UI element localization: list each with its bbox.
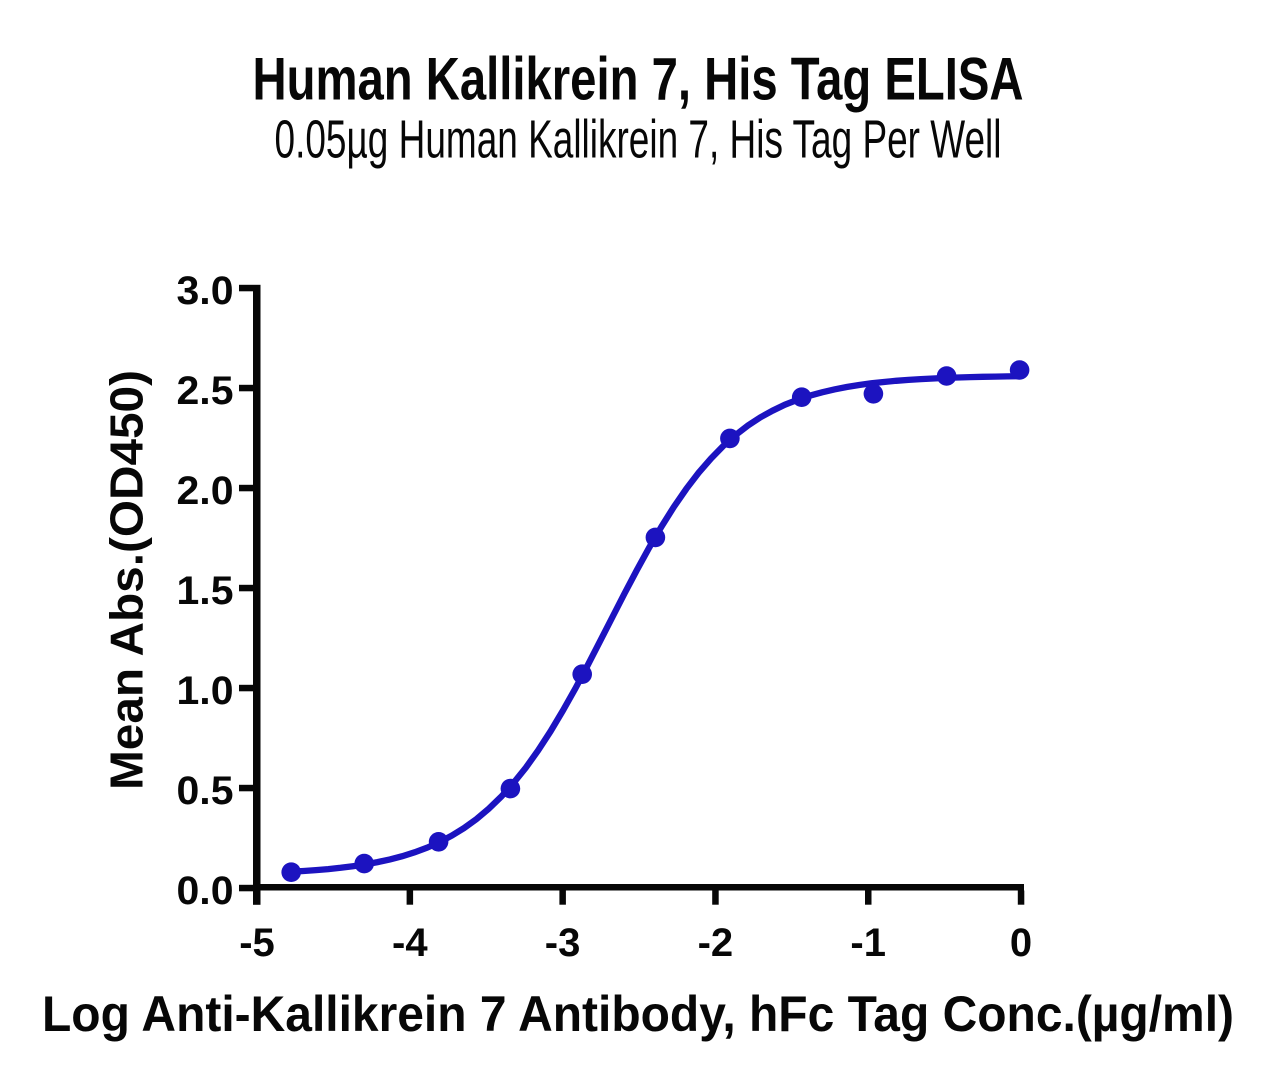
svg-text:Human Kallikrein 7, His Tag EL: Human Kallikrein 7, His Tag ELISA [253, 45, 1024, 112]
svg-text:-1: -1 [850, 921, 886, 965]
svg-text:-3: -3 [545, 921, 581, 965]
svg-text:0.05µg Human Kallikrein 7, His: 0.05µg Human Kallikrein 7, His Tag Per W… [275, 110, 1002, 170]
svg-text:1.5: 1.5 [177, 569, 234, 613]
svg-text:Mean Abs.(OD450): Mean Abs.(OD450) [101, 370, 153, 790]
svg-text:3.0: 3.0 [177, 269, 234, 313]
svg-text:-4: -4 [392, 921, 428, 965]
svg-text:2.0: 2.0 [177, 469, 234, 513]
svg-text:0.5: 0.5 [177, 769, 234, 813]
svg-text:Log Anti-Kallikrein 7 Antibody: Log Anti-Kallikrein 7 Antibody, hFc Tag … [42, 986, 1234, 1042]
svg-text:0: 0 [1010, 921, 1032, 965]
svg-text:-2: -2 [698, 921, 734, 965]
svg-text:1.0: 1.0 [177, 669, 234, 713]
svg-text:2.5: 2.5 [177, 369, 234, 413]
svg-text:-5: -5 [239, 921, 275, 965]
svg-text:0.0: 0.0 [177, 869, 234, 913]
